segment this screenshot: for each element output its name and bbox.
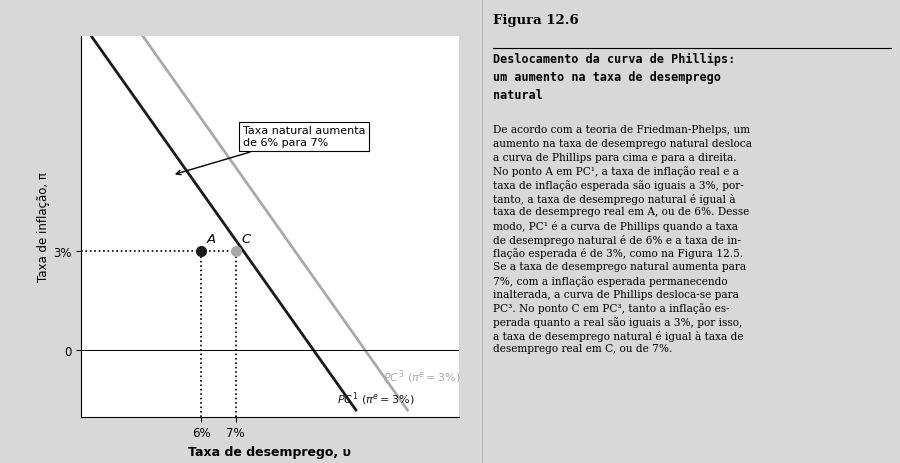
Text: 7%, com a inflação esperada permanecendo: 7%, com a inflação esperada permanecendo — [493, 275, 728, 286]
Text: taxa de desemprego real em A, ou de 6%. Desse: taxa de desemprego real em A, ou de 6%. … — [493, 207, 750, 217]
Text: modo, PC¹ é a curva de Phillips quando a taxa: modo, PC¹ é a curva de Phillips quando a… — [493, 220, 738, 232]
Text: a taxa de desemprego natural é igual à taxa de: a taxa de desemprego natural é igual à t… — [493, 330, 743, 341]
Text: PC³. No ponto C em PC³, tanto a inflação es-: PC³. No ponto C em PC³, tanto a inflação… — [493, 303, 730, 313]
Text: No ponto A em PC¹, a taxa de inflação real e a: No ponto A em PC¹, a taxa de inflação re… — [493, 166, 739, 177]
Text: $PC^1\ (\pi^e = 3\%)$: $PC^1\ (\pi^e = 3\%)$ — [337, 389, 415, 407]
Text: de desemprego natural é de 6% e a taxa de in-: de desemprego natural é de 6% e a taxa d… — [493, 234, 741, 245]
Text: Figura 12.6: Figura 12.6 — [493, 14, 579, 27]
Text: flação esperada é de 3%, como na Figura 12.5.: flação esperada é de 3%, como na Figura … — [493, 248, 743, 259]
Text: $A$: $A$ — [206, 232, 217, 245]
Text: Se a taxa de desemprego natural aumenta para: Se a taxa de desemprego natural aumenta … — [493, 262, 746, 272]
Text: tanto, a taxa de desemprego natural é igual à: tanto, a taxa de desemprego natural é ig… — [493, 194, 736, 204]
Text: $C$: $C$ — [241, 232, 252, 245]
Text: taxa de inflação esperada são iguais a 3%, por-: taxa de inflação esperada são iguais a 3… — [493, 180, 744, 190]
Text: $PC^3\ (\pi^e = 3\%)$: $PC^3\ (\pi^e = 3\%)$ — [383, 368, 461, 385]
Text: Taxa natural aumenta
de 6% para 7%: Taxa natural aumenta de 6% para 7% — [176, 126, 365, 175]
Text: a curva de Phillips para cima e para a direita.: a curva de Phillips para cima e para a d… — [493, 152, 737, 163]
Text: inalterada, a curva de Phillips desloca-se para: inalterada, a curva de Phillips desloca-… — [493, 289, 739, 299]
Text: perada quanto a real são iguais a 3%, por isso,: perada quanto a real são iguais a 3%, po… — [493, 316, 742, 327]
Text: aumento na taxa de desemprego natural desloca: aumento na taxa de desemprego natural de… — [493, 138, 752, 149]
Text: De acordo com a teoria de Friedman-Phelps, um: De acordo com a teoria de Friedman-Phelp… — [493, 125, 751, 135]
Text: desemprego real em C, ou de 7%.: desemprego real em C, ou de 7%. — [493, 344, 672, 354]
X-axis label: Taxa de desemprego, υ: Taxa de desemprego, υ — [188, 445, 352, 458]
Y-axis label: Taxa de inflação, π: Taxa de inflação, π — [37, 172, 50, 282]
Text: Deslocamento da curva de Phillips:
um aumento na taxa de desemprego
natural: Deslocamento da curva de Phillips: um au… — [493, 53, 735, 102]
